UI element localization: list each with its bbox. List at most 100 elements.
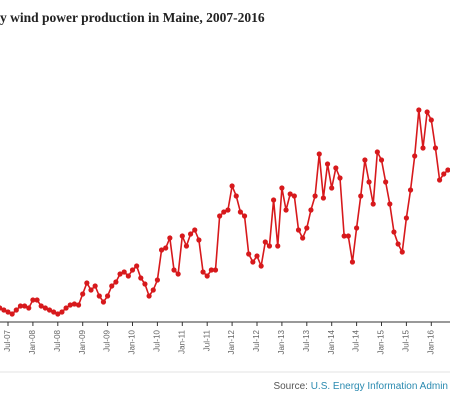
data-point [22,303,28,309]
data-point [34,297,40,303]
data-point [67,302,73,308]
data-point [75,302,82,308]
data-point [391,229,397,235]
data-point [420,145,426,151]
data-point [387,201,393,207]
x-tick-label: Jul-14 [352,329,361,351]
data-point [337,175,343,181]
data-point [395,241,401,247]
data-point [225,207,231,213]
data-point [383,179,389,185]
data-point [26,305,32,311]
data-point [445,167,450,173]
data-point [150,287,156,293]
data-point [158,247,165,253]
x-tick-label: Jul-11 [202,329,211,351]
data-point [204,273,210,279]
data-point [129,267,136,273]
data-point [258,263,264,269]
data-point [113,279,119,285]
data-point [271,197,277,203]
data-point [134,263,140,269]
data-point [424,109,430,115]
source-link[interactable]: U.S. Energy Information Admin [311,381,448,392]
data-point [254,253,260,259]
data-point [63,305,69,311]
data-point [324,161,331,167]
data-point [233,193,239,199]
data-point [217,213,223,219]
data-point [374,149,380,155]
x-tick-label: Jan-16 [426,329,435,354]
data-point [92,283,98,289]
x-tick-label: Jan-12 [227,329,236,354]
data-point [142,281,148,287]
x-tick-label: Jan-08 [28,329,37,354]
data-point [295,227,302,233]
data-point [370,201,376,207]
data-point [349,259,356,265]
data-point [109,283,115,289]
data-point [432,145,439,151]
data-point [167,235,173,241]
data-point [333,165,339,171]
data-point [30,297,36,303]
data-point [316,151,322,157]
data-point [441,171,447,177]
x-tick-label: Jul-13 [302,329,311,351]
data-point [304,225,310,231]
data-point [125,273,131,279]
data-point [358,193,364,199]
data-point [403,215,409,221]
source: Source: U.S. Energy Information Admin [273,381,448,392]
data-point [9,311,15,317]
data-point [283,207,289,213]
x-tick-label: Jan-11 [177,329,186,353]
x-tick-label: Jul-10 [153,329,162,351]
data-point [163,245,169,251]
data-point [51,309,57,315]
data-point [96,293,102,299]
data-point [366,179,372,185]
data-point [59,309,65,315]
data-point [262,239,268,245]
data-point [399,249,405,255]
data-point [42,305,48,311]
data-point [341,233,347,239]
data-point [192,227,198,233]
data-point [38,303,44,309]
data-point [1,307,7,313]
data-point [437,177,443,183]
data-point [138,275,144,281]
data-point [196,237,202,243]
data-point [55,311,61,317]
data-point [5,309,11,315]
data-point [80,291,86,297]
data-point [412,153,418,159]
data-point [237,209,243,215]
data-point [88,287,94,293]
x-tick-label: Jan-15 [377,329,386,354]
data-point [291,193,297,199]
source-label: Source: [273,381,307,392]
data-point [407,187,414,193]
data-point [308,207,314,213]
data-point [84,280,90,286]
data-point [200,269,206,275]
x-tick-label: Jul-07 [3,329,12,351]
data-point [17,303,24,309]
x-tick-label: Jul-12 [252,329,261,351]
data-point [117,271,123,277]
data-point [250,259,256,265]
data-point [354,225,360,231]
chart-title: y wind power production in Maine, 2007-2… [0,10,265,25]
data-point [121,269,127,275]
data-point [154,277,160,283]
data-point [320,195,326,201]
x-tick-label: Jul-08 [53,329,62,351]
data-point [105,293,111,299]
data-point [428,117,434,123]
data-point [221,209,227,215]
data-point [416,107,422,113]
